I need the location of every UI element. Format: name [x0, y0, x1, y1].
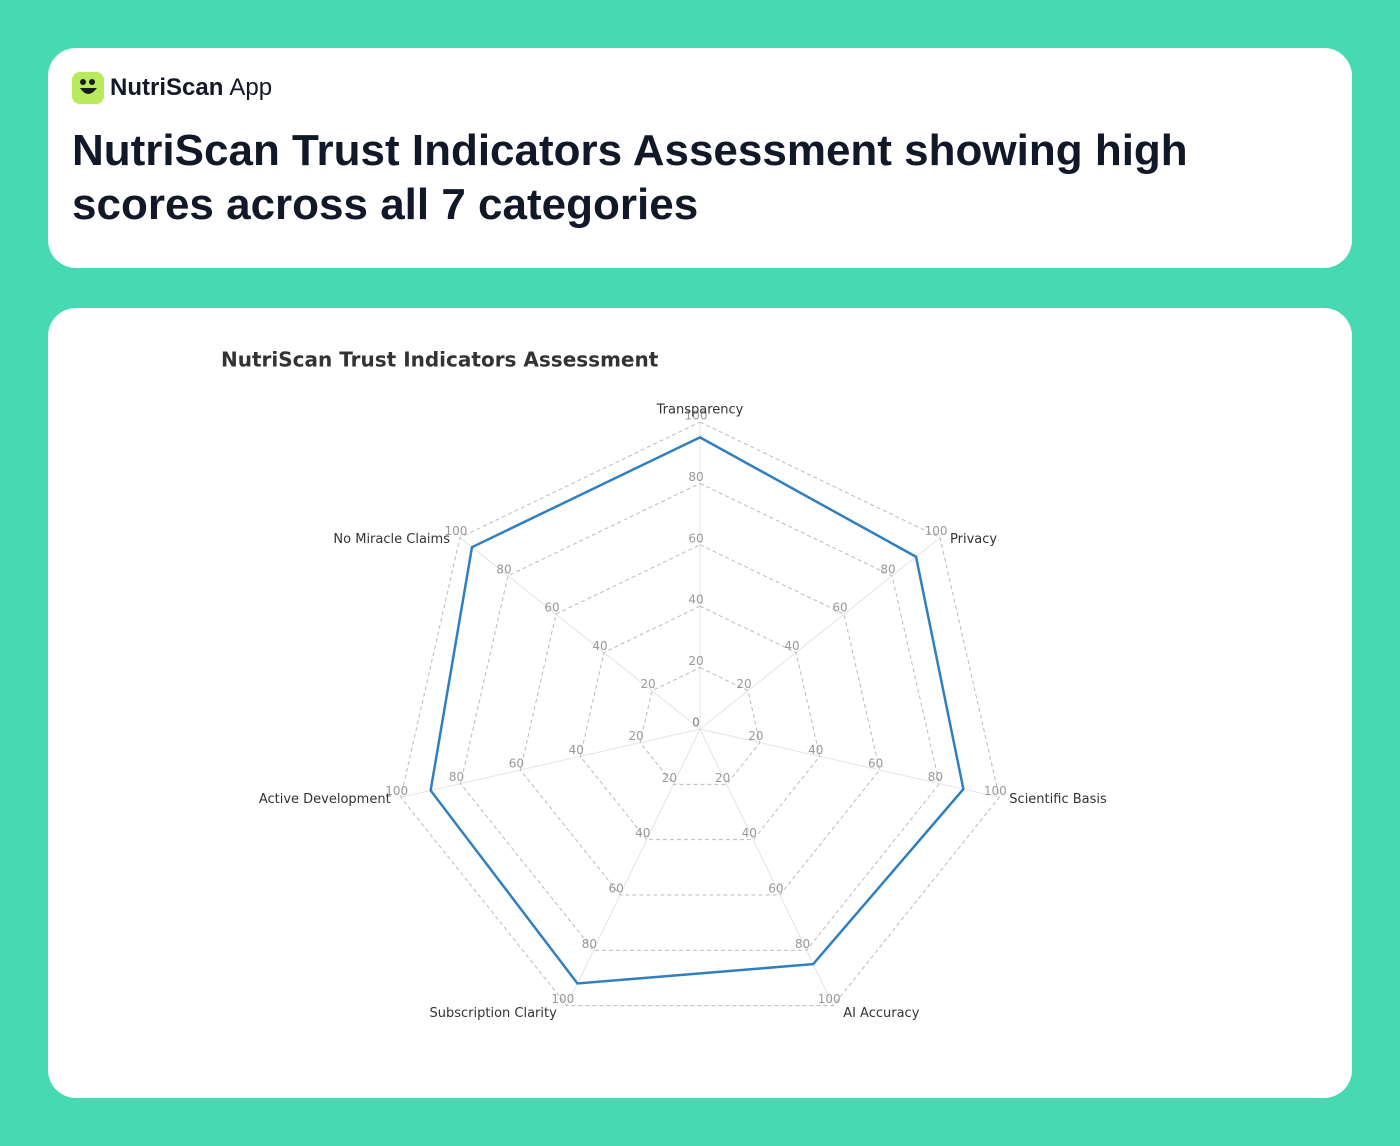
tick-label: 100	[385, 784, 408, 798]
tick-label: 60	[509, 756, 524, 770]
brand-suffix: App	[229, 74, 273, 101]
page-title: NutriScan Trust Indicators Assessment sh…	[72, 126, 1188, 229]
tick-label: 80	[880, 562, 895, 576]
tick-label: 40	[592, 639, 607, 653]
spoke	[566, 728, 701, 1006]
tick-label: 80	[496, 562, 511, 576]
tick-label: 40	[784, 639, 799, 653]
grid-line	[579, 605, 821, 841]
tick-label: 60	[688, 531, 703, 545]
tick-label: 0	[692, 716, 700, 730]
axis-label: AI Accuracy	[843, 1006, 920, 1021]
grid-line	[460, 482, 940, 951]
tick-label: 40	[742, 826, 757, 840]
tick-label: 100	[818, 992, 841, 1006]
tick-label: 60	[868, 756, 883, 770]
tick-label: 80	[449, 770, 464, 784]
axis-label: Active Development	[259, 792, 391, 807]
spoke	[400, 728, 701, 798]
tick-label: 60	[608, 881, 623, 895]
tick-label: 60	[544, 601, 559, 615]
tick-label: 40	[635, 826, 650, 840]
tick-label: 100	[685, 409, 708, 423]
tick-label: 0	[692, 716, 700, 730]
logo	[72, 72, 104, 104]
tick-label: 80	[928, 770, 943, 784]
tick-label: 20	[640, 677, 655, 691]
tick-label: 100	[925, 524, 948, 538]
brand: NutriScan App	[72, 72, 272, 104]
grid-line	[639, 667, 761, 785]
tick-label: 40	[569, 743, 584, 757]
data-line	[429, 435, 965, 985]
tick-label: 20	[688, 654, 703, 668]
tick-label: 20	[628, 729, 643, 743]
header-card: NutriScan App NutriScan Trust Indicators…	[48, 48, 1352, 268]
tick-label: 20	[715, 771, 730, 785]
tick-label: 20	[662, 771, 677, 785]
tick-label: 40	[808, 743, 823, 757]
axis-label: Scientific Basis	[1009, 792, 1107, 807]
tick-label: 60	[768, 881, 783, 895]
grid-line	[519, 544, 881, 896]
tick-label: 0	[692, 716, 700, 730]
tick-label: 80	[582, 937, 597, 951]
brand-name: NutriScan	[110, 74, 224, 101]
spoke	[699, 728, 1000, 798]
tick-label: 0	[692, 716, 700, 730]
tick-label: 80	[795, 937, 810, 951]
spoke	[699, 537, 941, 730]
spoke	[459, 537, 701, 730]
tick-label: 20	[748, 729, 763, 743]
tick-label: 100	[551, 992, 574, 1006]
grid-line	[400, 421, 1000, 1007]
axis-label: Subscription Clarity	[429, 1006, 557, 1021]
tick-label: 100	[445, 524, 468, 538]
tick-label: 0	[692, 716, 700, 730]
spoke	[699, 728, 834, 1006]
tick-label: 20	[736, 677, 751, 691]
axis-label: No Miracle Claims	[333, 532, 450, 547]
tick-label: 100	[984, 784, 1007, 798]
tick-label: 0	[692, 716, 700, 730]
axis-label: Privacy	[950, 532, 997, 547]
tick-label: 0	[692, 716, 700, 730]
axis-label: Transparency	[656, 403, 744, 418]
chart: NutriScan Trust Indicators Assessment 00…	[221, 348, 1107, 1022]
chart-title: NutriScan Trust Indicators Assessment	[221, 348, 659, 372]
tick-label: 60	[832, 601, 847, 615]
tick-label: 40	[688, 593, 703, 607]
tick-label: 80	[688, 470, 703, 484]
